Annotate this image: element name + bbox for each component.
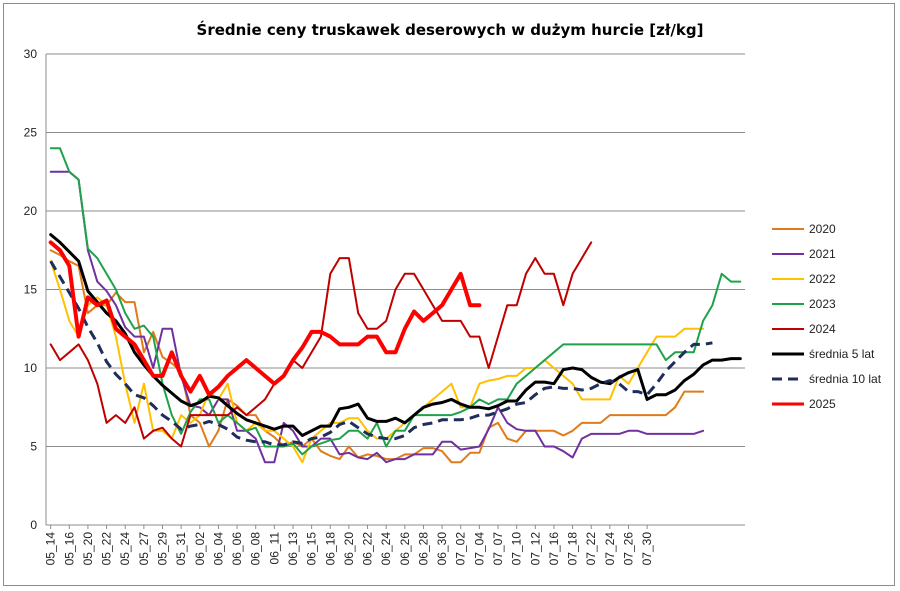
x-tick-label: 05_29 [156, 532, 170, 566]
series-line-2020 [49, 249, 705, 464]
legend-label: 2024 [809, 322, 836, 336]
series-line-2022 [49, 260, 705, 464]
legend-item: 2023 [772, 297, 836, 311]
line-chart: Średnie ceny truskawek deserowych w duży… [24, 20, 882, 565]
x-tick-label: 06_11 [267, 532, 281, 565]
axes: 0 5 10 15 20 25 30 05_14 05_16 05_20 05_22 05_24 05_… [24, 47, 745, 565]
legend: 2020 2021 2022 2023 2024 średnia 5 lat średnia… [772, 222, 882, 411]
x-tick-label: 06_06 [230, 532, 244, 566]
x-tick-label: 06_24 [379, 532, 393, 566]
x-tick-label: 06_20 [342, 532, 356, 566]
y-tick-label: 25 [24, 126, 38, 140]
x-tick-label: 07_04 [472, 532, 486, 566]
x-tick-label: 06_15 [305, 532, 319, 566]
x-tick-label: 07_16 [547, 532, 561, 566]
y-tick-label: 10 [24, 361, 38, 375]
x-tick-label: 07_12 [528, 532, 542, 566]
x-tick-label: 05_16 [62, 532, 76, 566]
x-tick-label: 06_18 [323, 532, 337, 566]
x-tick-label: 07_18 [566, 532, 580, 566]
y-tick-label: 20 [24, 204, 38, 218]
x-tick-label: 06_22 [361, 532, 375, 566]
legend-label: 2022 [809, 272, 836, 286]
x-tick-label: 05_31 [174, 532, 188, 566]
series-line-2024 [49, 241, 593, 448]
legend-item: 2022 [772, 272, 836, 286]
x-tick-label: 05_22 [100, 532, 114, 566]
x-tick-label: 05_24 [118, 532, 132, 566]
y-tick-label: 5 [30, 440, 37, 454]
x-tick-label: 07_02 [454, 532, 468, 566]
series-line-średnia-5-lat [49, 233, 742, 437]
legend-label: 2020 [809, 222, 836, 236]
series-line-2023 [49, 147, 742, 456]
series-line-2021 [49, 170, 705, 464]
legend-label: średnia 10 lat [809, 372, 882, 386]
x-tick-label: 05_27 [137, 532, 151, 566]
legend-label: 2021 [809, 247, 836, 261]
legend-item: średnia 5 lat [772, 347, 875, 361]
legend-label: 2023 [809, 297, 836, 311]
x-tick-label: 06_08 [249, 532, 263, 566]
legend-item: 2024 [772, 322, 836, 336]
legend-item: 2020 [772, 222, 836, 236]
x-tick-label: 06_13 [286, 532, 300, 566]
legend-label: średnia 5 lat [809, 347, 875, 361]
series-lines [48, 147, 742, 464]
x-tick-label: 06_28 [416, 532, 430, 566]
chart-frame: Średnie ceny truskawek deserowych w duży… [3, 3, 895, 586]
y-tick-label: 30 [24, 47, 38, 61]
y-tick-label: 0 [30, 518, 37, 532]
legend-item: 2021 [772, 247, 836, 261]
series-line-2025 [48, 240, 482, 397]
x-tick-label: 05_14 [44, 532, 58, 566]
x-tick-label: 06_04 [211, 532, 225, 566]
x-tick-label: 07_10 [510, 532, 524, 566]
x-tick-label: 06_30 [435, 532, 449, 566]
x-tick-label: 06_02 [193, 532, 207, 566]
y-tick-label: 15 [24, 283, 38, 297]
x-tick-label: 06_26 [398, 532, 412, 566]
gridlines [46, 53, 745, 526]
x-tick-label: 07_07 [491, 532, 505, 566]
legend-item: 2025 [772, 397, 836, 411]
x-tick-label: 07_24 [603, 532, 617, 566]
x-tick-label: 05_20 [81, 532, 95, 566]
legend-label: 2025 [809, 397, 836, 411]
legend-item: średnia 10 lat [772, 372, 882, 386]
x-tick-label: 07_30 [640, 532, 654, 566]
x-tick-label: 07_22 [584, 532, 598, 566]
series-line-średnia-10-lat [49, 260, 713, 447]
chart-title: Średnie ceny truskawek deserowych w duży… [197, 20, 704, 39]
x-tick-label: 07_26 [622, 532, 636, 566]
